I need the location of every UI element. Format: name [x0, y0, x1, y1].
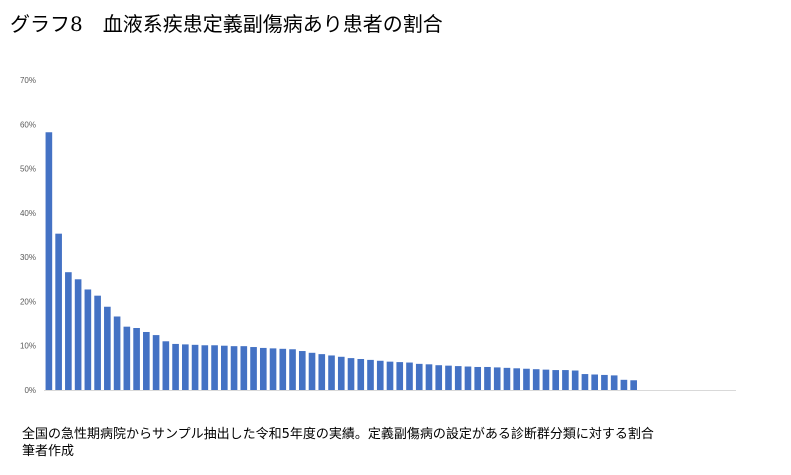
- bar: [269, 348, 277, 390]
- bar: [328, 355, 335, 390]
- bar: [191, 344, 199, 390]
- bar: [221, 345, 228, 390]
- bar: [503, 367, 511, 390]
- y-tick-label: 10%: [20, 342, 36, 351]
- bar: [357, 359, 365, 390]
- bar: [620, 379, 628, 390]
- chart-title: グラフ8 血液系疾患定義副傷病あり患者の割合: [10, 12, 443, 36]
- bar: [250, 347, 257, 390]
- bar: [425, 364, 433, 390]
- bar: [464, 366, 472, 390]
- bar: [240, 346, 248, 390]
- bar: [610, 375, 618, 390]
- bar: [601, 374, 608, 390]
- bar: [211, 345, 218, 390]
- bar: [562, 370, 569, 390]
- bar: [542, 369, 550, 390]
- bar: [104, 306, 111, 390]
- bar: [152, 335, 160, 390]
- bar: [318, 354, 326, 390]
- bar: [415, 363, 423, 390]
- bar: [143, 331, 150, 390]
- bar: [571, 370, 579, 390]
- bar: [113, 316, 121, 390]
- y-tick-label: 70%: [20, 76, 36, 85]
- bar: [201, 345, 209, 390]
- y-tick-label: 20%: [20, 297, 36, 306]
- bar: [259, 347, 267, 390]
- bar: [376, 360, 384, 390]
- y-tick-label: 40%: [20, 209, 36, 218]
- bar: [94, 295, 101, 390]
- bar-chart: 70% 60% 50% 40% 30% 20% 10% 0%: [20, 76, 736, 395]
- y-tick-label: 50%: [20, 165, 36, 174]
- bar: [513, 368, 521, 390]
- y-tick-label: 60%: [20, 120, 36, 129]
- bar: [347, 358, 355, 390]
- chart-caption: 全国の急性期病院からサンプル抽出した令和5年度の実績。定義副傷病の設定がある診断…: [22, 426, 654, 460]
- bar: [445, 365, 452, 390]
- y-axis-ticks: 70% 60% 50% 40% 30% 20% 10% 0%: [20, 76, 36, 395]
- bar: [298, 351, 306, 390]
- bar: [123, 326, 131, 390]
- bar: [65, 272, 72, 390]
- bar: [182, 344, 189, 390]
- bar: [581, 374, 589, 390]
- caption-line-2: 筆者作成: [22, 444, 75, 459]
- bars: [45, 132, 637, 390]
- bar: [484, 366, 491, 390]
- bar: [230, 346, 238, 390]
- bar: [45, 132, 53, 390]
- bar: [337, 356, 345, 390]
- bar: [474, 366, 482, 390]
- bar: [591, 374, 598, 390]
- bar: [454, 366, 462, 390]
- bar: [172, 343, 179, 390]
- caption-line-1: 全国の急性期病院からサンプル抽出した令和5年度の実績。定義副傷病の設定がある診断…: [22, 427, 654, 442]
- bar: [532, 369, 540, 390]
- bar: [289, 349, 296, 390]
- bar: [55, 233, 62, 390]
- bar: [84, 289, 92, 390]
- bar: [386, 361, 394, 390]
- bar: [493, 367, 501, 390]
- bar: [133, 328, 140, 390]
- bar: [435, 365, 443, 390]
- bar: [523, 368, 530, 390]
- y-tick-label: 30%: [20, 253, 36, 262]
- bar: [396, 362, 404, 390]
- bar: [630, 380, 637, 390]
- bar: [552, 370, 560, 390]
- bar: [74, 279, 82, 390]
- y-tick-label: 0%: [24, 386, 36, 395]
- bar: [308, 352, 316, 390]
- bar: [162, 341, 170, 390]
- bar: [279, 348, 287, 390]
- bar: [406, 362, 413, 390]
- bar: [367, 359, 374, 390]
